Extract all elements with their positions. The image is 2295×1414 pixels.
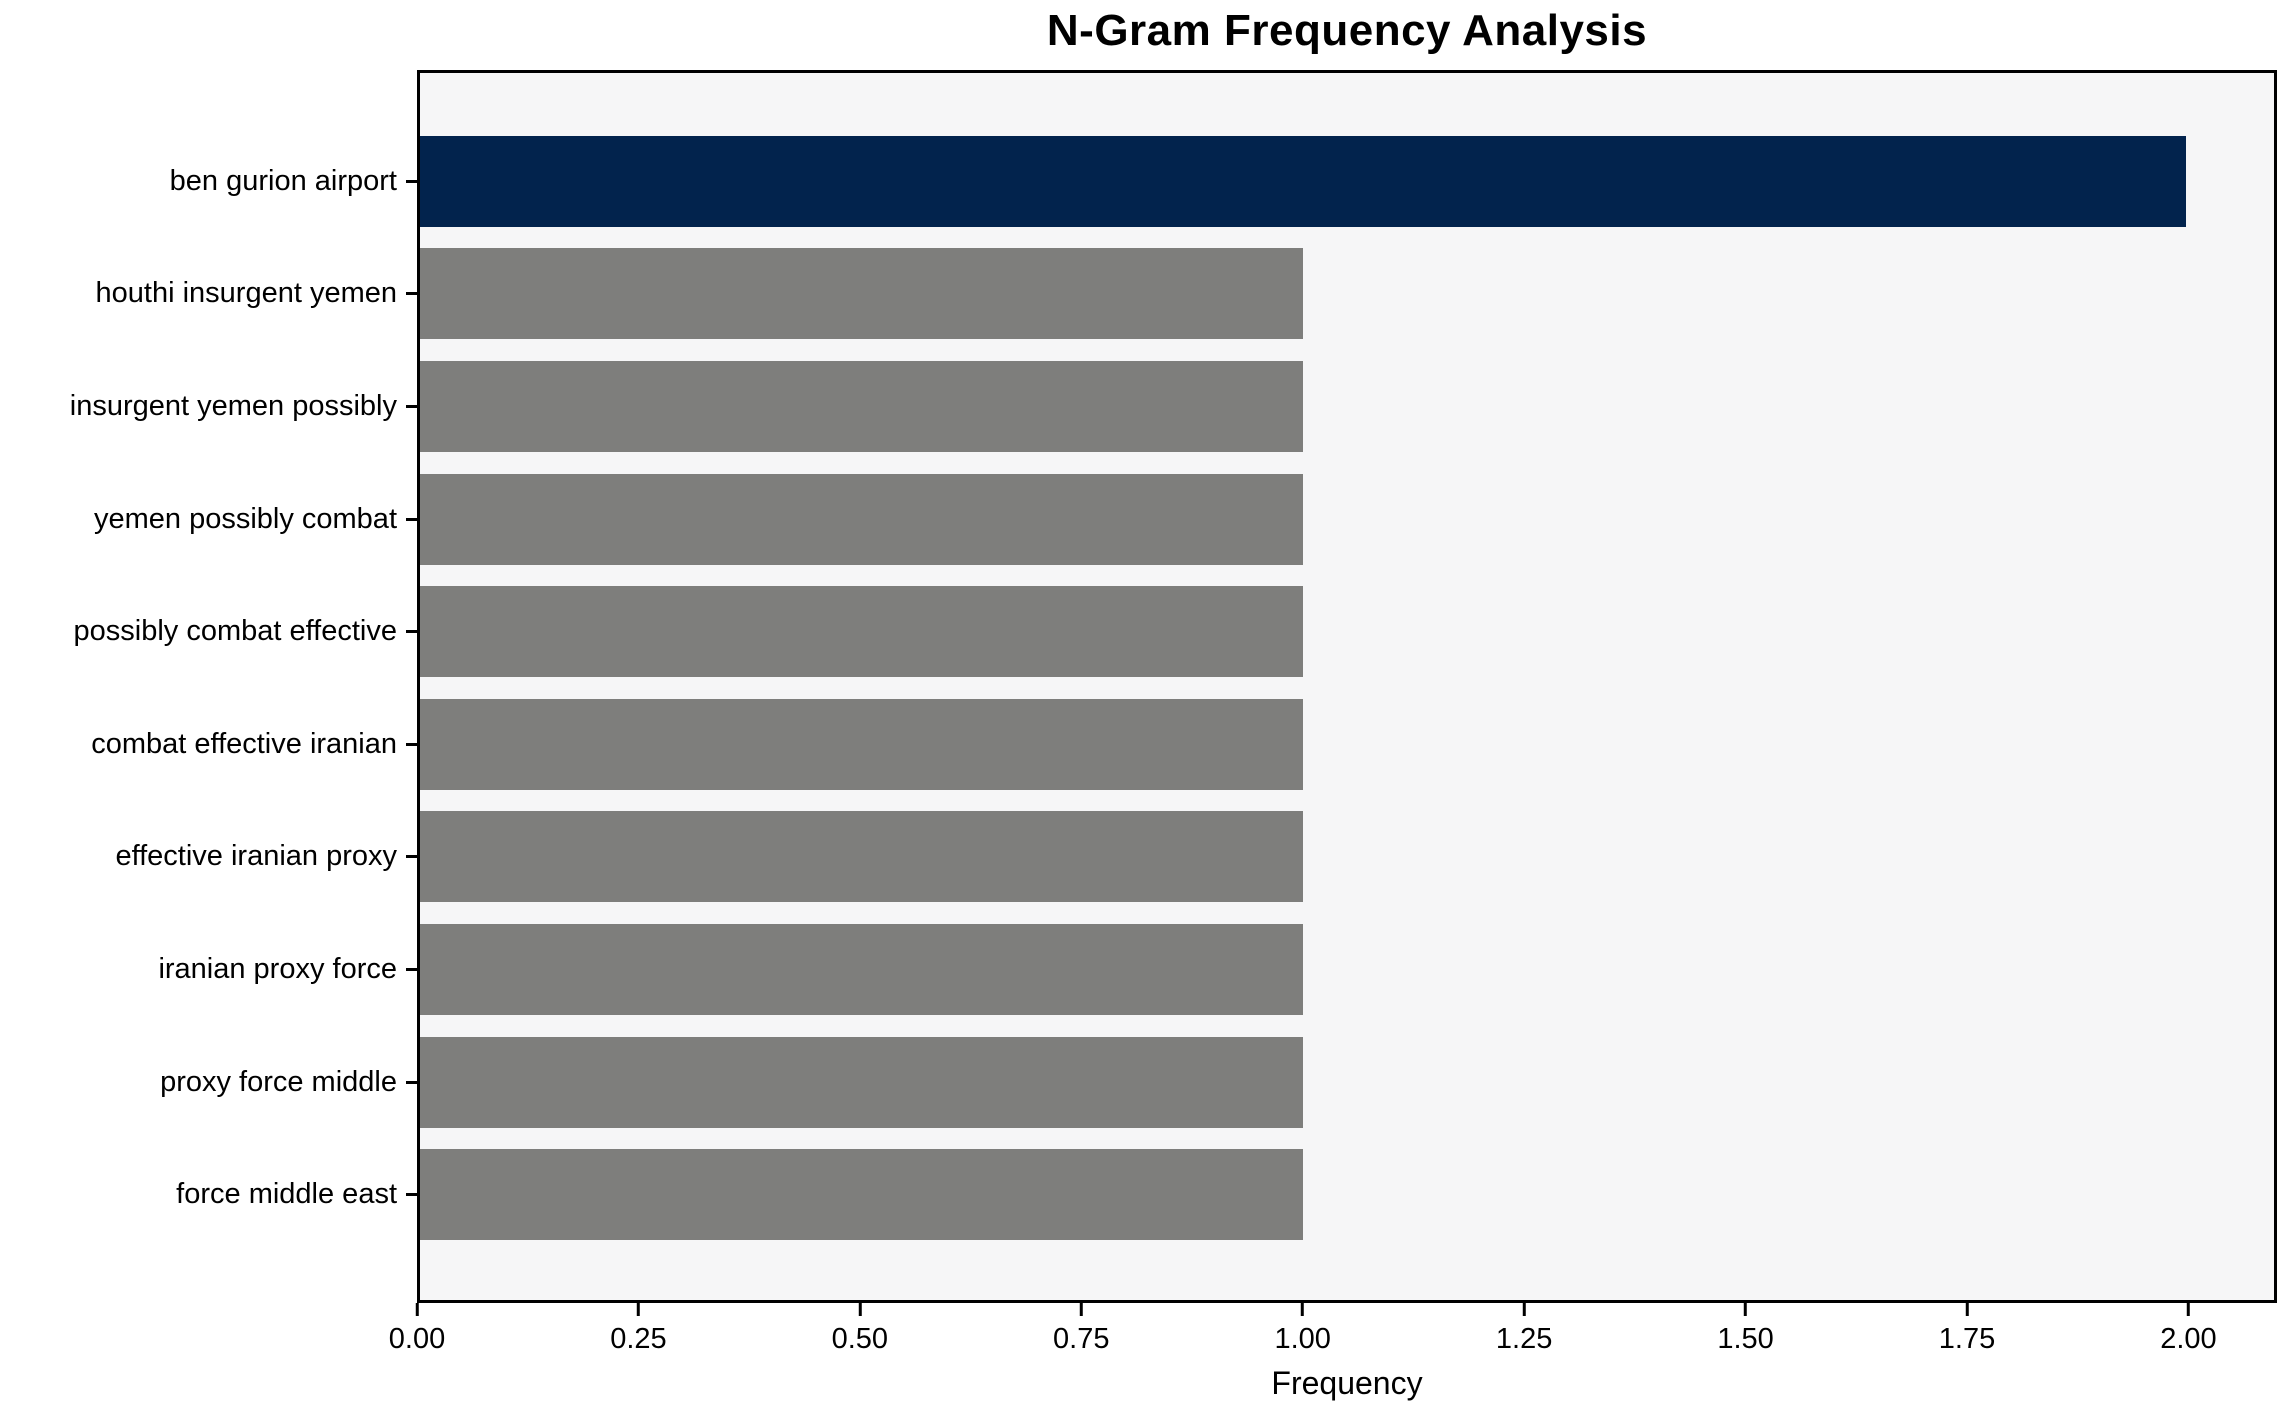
bar (420, 1149, 1303, 1241)
x-tick-label: 0.00 (388, 1323, 446, 1355)
x-tick-mark (636, 1303, 640, 1316)
y-tick-label: combat effective iranian (91, 727, 397, 760)
bar (420, 473, 1303, 565)
bar-row (420, 350, 2274, 463)
y-tick-mark (406, 742, 417, 746)
y-axis-label-row: effective iranian proxy (0, 801, 417, 914)
bars-container (420, 73, 2274, 1300)
x-tick: 1.75 (1939, 1303, 1995, 1356)
y-axis-label-row: combat effective iranian (0, 688, 417, 801)
x-tick-mark (1965, 1303, 1969, 1316)
x-tick-label: 0.25 (610, 1323, 667, 1355)
y-tick-label: yemen possibly combat (93, 502, 397, 535)
y-tick-label: houthi insurgent yemen (95, 277, 397, 310)
y-tick-mark (406, 630, 417, 634)
y-axis-label-row: houthi insurgent yemen (0, 238, 417, 351)
y-tick-mark (406, 855, 417, 859)
x-tick: 2.00 (2160, 1303, 2217, 1356)
y-axis-label-row: iranian proxy force (0, 913, 417, 1026)
x-tick-mark (2186, 1303, 2190, 1316)
x-axis-ticks: 0.00 0.25 0.50 0.75 1.00 1.25 1.50 1.75 2.00 (389, 1303, 2277, 1373)
y-axis-label-row: ben gurion airport (0, 125, 417, 238)
bar-row (420, 125, 2274, 238)
y-axis-label-row: proxy force middle (0, 1026, 417, 1139)
y-tick-label: force middle east (176, 1178, 397, 1211)
y-tick-mark (406, 179, 417, 183)
y-tick-label: ben gurion airport (169, 164, 397, 197)
y-tick-label: insurgent yemen possibly (69, 389, 397, 422)
x-tick-label: 0.75 (1053, 1323, 1110, 1355)
x-tick-mark (415, 1303, 419, 1316)
bar (420, 135, 2186, 227)
bar-row (420, 913, 2274, 1026)
y-tick-label: iranian proxy force (158, 952, 397, 985)
bar-row (420, 575, 2274, 688)
bar (420, 698, 1303, 790)
x-tick-label: 2.00 (2160, 1323, 2217, 1355)
bar (420, 248, 1303, 340)
y-tick-label: proxy force middle (160, 1065, 397, 1098)
x-tick-mark (1079, 1303, 1083, 1316)
x-tick-mark (1522, 1303, 1526, 1316)
bar-row (420, 1138, 2274, 1251)
y-axis-label-row: yemen possibly combat (0, 463, 417, 576)
x-tick: 1.50 (1717, 1303, 1774, 1356)
bar (420, 1036, 1303, 1128)
bar (420, 923, 1303, 1015)
y-tick-mark (406, 404, 417, 408)
bar-row (420, 1026, 2274, 1139)
x-tick-label: 1.25 (1495, 1323, 1553, 1355)
x-tick: 1.00 (1274, 1303, 1331, 1356)
x-tick: 0.50 (832, 1303, 888, 1356)
bar-row (420, 463, 2274, 576)
bar (420, 811, 1303, 903)
plot-area (417, 70, 2277, 1303)
y-tick-mark (406, 292, 417, 296)
x-tick-mark (1301, 1303, 1305, 1316)
bar-row (420, 801, 2274, 914)
y-tick-mark (406, 1193, 417, 1197)
y-tick-mark (406, 967, 417, 971)
x-tick-mark (1744, 1303, 1748, 1316)
bar-row (420, 688, 2274, 801)
x-tick: 1.25 (1496, 1303, 1552, 1356)
y-axis-label-row: insurgent yemen possibly (0, 350, 417, 463)
y-axis-label-row: force middle east (0, 1138, 417, 1251)
x-tick: 0.25 (610, 1303, 667, 1356)
bar-row (420, 238, 2274, 351)
x-tick-mark (858, 1303, 862, 1316)
y-axis-label-row: possibly combat effective (0, 575, 417, 688)
y-axis-labels: ben gurion airport houthi insurgent yemen… (0, 70, 417, 1303)
x-tick-label: 1.75 (1938, 1323, 1996, 1355)
y-tick-label: effective iranian proxy (115, 840, 397, 873)
x-axis-title: Frequency (1271, 1365, 1423, 1401)
y-tick-label: possibly combat effective (73, 615, 397, 648)
x-tick-label: 1.50 (1717, 1323, 1774, 1355)
x-tick-label: 0.50 (831, 1323, 889, 1355)
x-tick: 0.00 (389, 1303, 445, 1356)
chart-title: N-Gram Frequency Analysis (1046, 6, 1648, 55)
x-tick-label: 1.00 (1274, 1323, 1331, 1355)
y-tick-mark (406, 517, 417, 521)
bar (420, 360, 1303, 452)
x-tick: 0.75 (1053, 1303, 1110, 1356)
bar (420, 586, 1303, 678)
y-tick-mark (406, 1080, 417, 1084)
